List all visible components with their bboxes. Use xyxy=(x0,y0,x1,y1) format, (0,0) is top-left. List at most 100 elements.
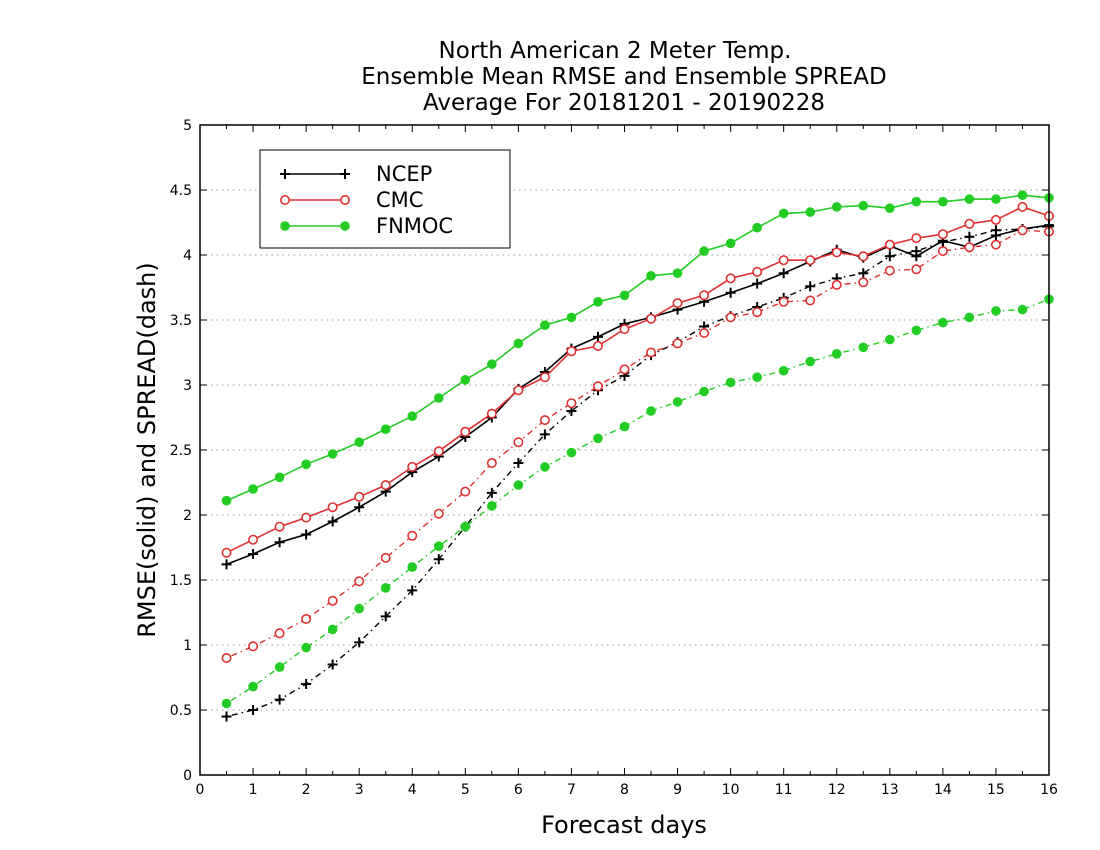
ncep-spread-point xyxy=(274,694,285,705)
cmc-spread-point xyxy=(460,486,471,497)
fnmoc-rmse-point xyxy=(513,338,524,349)
cmc-rmse-point xyxy=(301,512,312,523)
cmc-rmse-point xyxy=(990,214,1001,225)
fnmoc-rmse-point xyxy=(619,290,630,301)
cmc-rmse-point xyxy=(407,461,418,472)
fnmoc-rmse-point xyxy=(248,484,258,494)
ncep-spread-point xyxy=(858,268,869,279)
fnmoc-spread-point xyxy=(274,662,285,672)
y-tick-label: 4 xyxy=(183,248,192,264)
fnmoc-rmse-point xyxy=(911,196,922,207)
legend-marker-ncep xyxy=(340,169,350,179)
fnmoc-rmse-point xyxy=(938,196,948,207)
fnmoc-rmse-series xyxy=(221,190,1054,506)
title-line-2: Ensemble Mean RMSE and Ensemble SPREAD xyxy=(361,64,886,90)
cmc-spread-point xyxy=(858,277,869,288)
y-tick-label: 0 xyxy=(183,768,192,784)
cmc-spread-point xyxy=(937,246,948,257)
ncep-spread-point xyxy=(964,231,975,242)
cmc-spread-point xyxy=(380,552,391,563)
cmc-rmse-point xyxy=(248,534,259,545)
fnmoc-rmse-point xyxy=(672,268,683,279)
cmc-spread-point xyxy=(699,327,710,338)
fnmoc-spread-point xyxy=(725,377,736,388)
fnmoc-spread-point xyxy=(778,365,789,376)
legend-marker-fnmoc xyxy=(280,221,290,231)
fnmoc-spread-point xyxy=(911,325,922,336)
cmc-rmse-point xyxy=(460,426,471,437)
x-tick-label: 16 xyxy=(1040,782,1058,798)
fnmoc-spread-point xyxy=(646,406,656,416)
fnmoc-spread-point xyxy=(354,603,364,614)
cmc-spread-line xyxy=(226,229,1050,659)
fnmoc-spread-point xyxy=(433,541,444,551)
cmc-rmse-point xyxy=(539,372,550,383)
x-tick-label: 3 xyxy=(355,782,364,798)
fnmoc-spread-point xyxy=(593,433,603,444)
ncep-spread-point xyxy=(380,611,391,622)
cmc-rmse-point xyxy=(778,255,789,266)
legend: NCEP CMC FNMOC xyxy=(259,149,511,249)
cmc-rmse-point xyxy=(221,547,232,558)
x-tick-label: 8 xyxy=(620,782,629,798)
fnmoc-spread-point xyxy=(699,386,709,397)
ncep-spread-point xyxy=(301,679,312,689)
fnmoc-spread-point xyxy=(619,421,630,432)
fnmoc-spread-point xyxy=(327,624,338,635)
cmc-rmse-point xyxy=(619,324,630,335)
fnmoc-spread-point xyxy=(964,312,975,323)
y-tick-label: 0.5 xyxy=(170,703,192,719)
cmc-rmse-point xyxy=(752,266,763,277)
title-line-3: Average For 20181201 - 20190228 xyxy=(423,90,825,116)
series-layer xyxy=(221,190,1055,722)
x-tick-label: 4 xyxy=(408,782,417,798)
x-axis-title: Forecast days xyxy=(541,811,707,839)
fnmoc-rmse-point xyxy=(407,411,418,422)
cmc-rmse-point xyxy=(486,408,497,419)
ncep-rmse-point xyxy=(725,287,736,298)
cmc-rmse-point xyxy=(646,313,657,324)
fnmoc-spread-point xyxy=(380,583,391,593)
fnmoc-rmse-point xyxy=(885,203,895,213)
fnmoc-spread-point xyxy=(301,642,311,653)
x-axis-ticks: 0 1 2 3 4 5 6 7 8 9 10 11 12 13 14 15 16 xyxy=(196,125,1058,798)
ncep-spread-point xyxy=(248,705,259,715)
cmc-spread-point xyxy=(274,628,285,639)
x-tick-label: 2 xyxy=(302,782,311,798)
ncep-rmse-line xyxy=(226,224,1050,566)
cmc-rmse-point xyxy=(672,298,683,309)
ncep-spread-point xyxy=(407,585,418,596)
fnmoc-rmse-point xyxy=(301,459,311,470)
cmc-rmse-point xyxy=(354,491,365,502)
x-tick-label: 12 xyxy=(828,782,846,798)
y-axis-title: RMSE(solid) and SPREAD(dash) xyxy=(133,262,161,638)
fnmoc-spread-point xyxy=(991,306,1001,316)
cmc-rmse-point xyxy=(858,251,869,262)
fnmoc-rmse-point xyxy=(646,271,656,281)
fnmoc-spread-point xyxy=(831,349,842,359)
x-tick-label: 7 xyxy=(567,782,576,798)
fnmoc-spread-point xyxy=(885,334,895,345)
cmc-rmse-point xyxy=(964,218,975,229)
fnmoc-spread-point xyxy=(221,698,232,709)
ncep-spread-point xyxy=(539,429,550,440)
fnmoc-spread-point xyxy=(805,356,816,367)
ncep-spread-line xyxy=(226,225,1050,718)
cmc-spread-point xyxy=(725,312,736,323)
cmc-spread-point xyxy=(354,576,365,587)
cmc-spread-point xyxy=(990,239,1001,250)
fnmoc-spread-point xyxy=(858,342,869,353)
chart-title: North American 2 Meter Temp. Ensemble Me… xyxy=(361,38,886,116)
cmc-spread-point xyxy=(752,307,763,318)
cmc-rmse-line xyxy=(226,206,1050,554)
legend-box xyxy=(259,149,511,249)
fnmoc-rmse-point xyxy=(725,238,736,249)
cmc-spread-point xyxy=(592,381,603,392)
cmc-rmse-point xyxy=(513,385,524,396)
cmc-rmse-point xyxy=(592,340,603,351)
legend-marker-fnmoc xyxy=(340,221,350,231)
ncep-spread-point xyxy=(486,487,497,498)
cmc-rmse-point xyxy=(566,346,577,357)
cmc-rmse-point xyxy=(433,446,444,457)
cmc-spread-series xyxy=(221,225,1055,663)
